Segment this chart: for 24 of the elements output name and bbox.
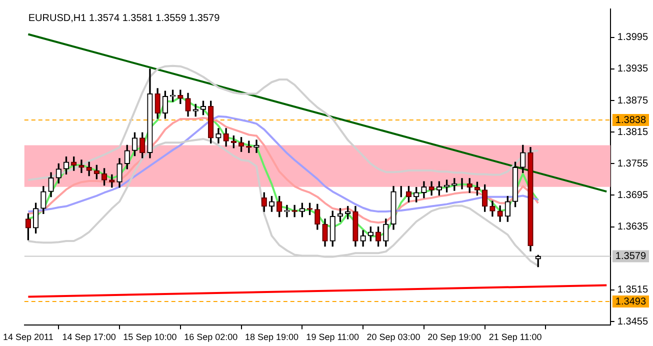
x-tick-label: 14 Sep 17:00: [62, 332, 116, 342]
x-tick-label: 14 Sep 2011: [2, 332, 54, 342]
ref-line-label: 1.3493: [615, 296, 646, 308]
y-tick-label: 1.3515: [617, 284, 648, 296]
y-tick-label: 1.3695: [617, 190, 648, 201]
y-tick-label: 1.3635: [617, 222, 648, 233]
candlestick: [284, 204, 290, 218]
x-tick-label: 21 Sep 11:00: [488, 332, 542, 342]
y-tick-label: 1.3455: [617, 316, 648, 328]
chart-title: EURUSD,H1 1.3574 1.3581 1.3559 1.3579: [28, 12, 220, 24]
y-tick-label: 1.3935: [617, 64, 648, 75]
candlestick: [292, 204, 298, 218]
x-tick-label: 18 Sep 19:00: [244, 332, 299, 342]
y-tick-label: 1.3755: [617, 158, 648, 170]
ref-line-label: 1.3579: [615, 251, 646, 262]
x-tick-label: 19 Sep 11:00: [306, 332, 360, 342]
y-tick-label: 1.3815: [617, 126, 648, 138]
x-tick-label: 16 Sep 02:00: [184, 332, 238, 342]
x-tick-label: 15 Sep 10:00: [123, 332, 177, 342]
y-tick-label: 1.3995: [617, 32, 648, 44]
x-tick-label: 20 Sep 03:00: [366, 332, 420, 342]
x-tick-label: 20 Sep 19:00: [428, 332, 482, 342]
y-tick-label: 1.3875: [617, 95, 648, 106]
ref-line-label: 1.3838: [615, 114, 646, 126]
